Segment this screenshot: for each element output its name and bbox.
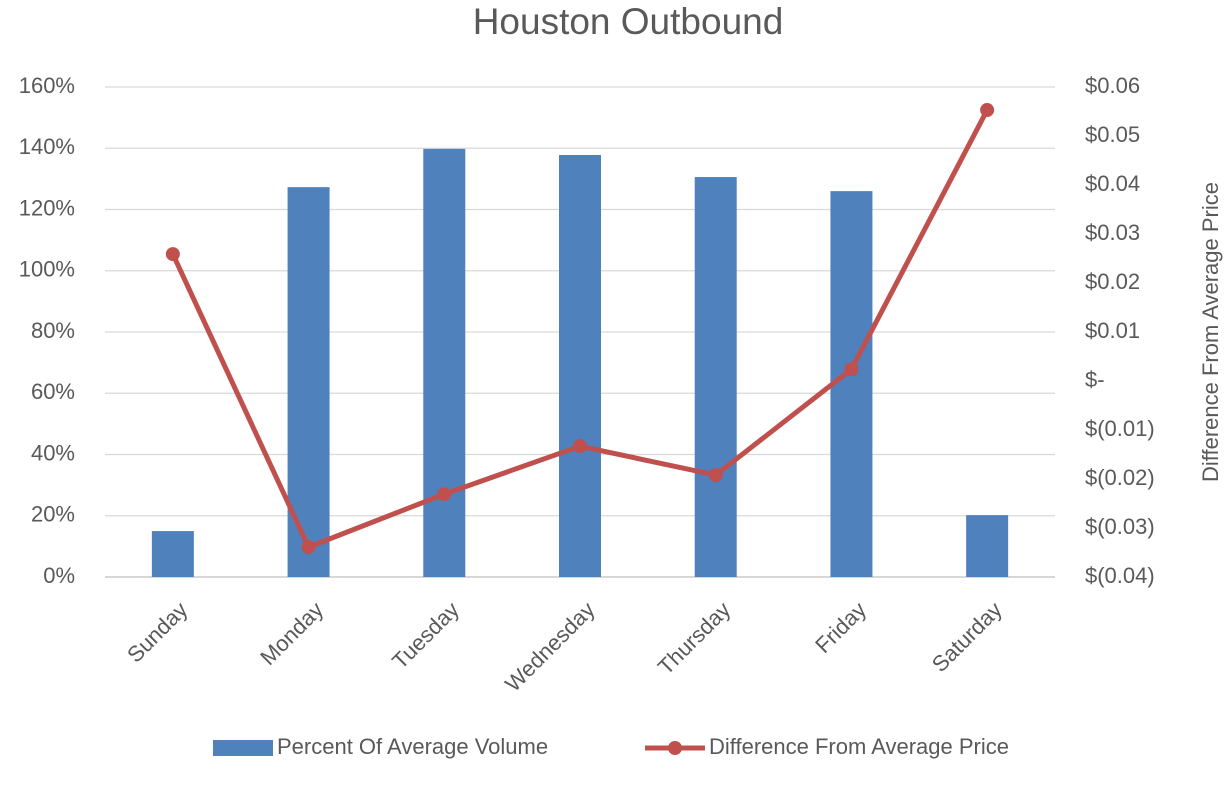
y2-tick-label: $0.03 (1085, 220, 1140, 245)
x-tick-label: Wednesday (500, 597, 600, 697)
bar (559, 154, 601, 578)
y2-axis-title: Difference From Average Price (1198, 182, 1223, 482)
bar (966, 515, 1009, 577)
y2-tick-label: $- (1085, 367, 1105, 392)
line-marker (708, 468, 723, 483)
y2-tick-label: $0.06 (1085, 73, 1140, 98)
x-tick-label: Monday (255, 597, 328, 670)
y-tick-label: 60% (31, 379, 75, 404)
y-tick-label: 100% (19, 257, 75, 282)
legend-swatch (668, 741, 682, 755)
y2-tick-label: $(0.02) (1085, 465, 1155, 490)
y2-tick-label: $(0.03) (1085, 514, 1155, 539)
line-marker (301, 540, 316, 555)
y-tick-label: 140% (19, 134, 75, 159)
y2-tick-label: $0.01 (1085, 318, 1140, 343)
bar (151, 531, 194, 577)
line-marker (980, 103, 995, 118)
line-marker (844, 362, 859, 377)
bar (423, 148, 466, 578)
legend-label: Difference From Average Price (709, 734, 1009, 759)
y2-tick-label: $0.02 (1085, 269, 1140, 294)
x-tick-label: Tuesday (387, 597, 464, 674)
line-marker (165, 247, 180, 262)
x-tick-label: Saturday (927, 597, 1007, 677)
line-marker (573, 439, 587, 454)
y2-tick-label: $(0.01) (1085, 416, 1155, 441)
bar (830, 191, 873, 577)
y-tick-label: 0% (43, 563, 75, 588)
chart-title: Houston Outbound (473, 1, 784, 42)
legend-swatch (213, 740, 273, 756)
line-marker (437, 487, 452, 502)
bar (694, 177, 737, 577)
y-tick-label: 80% (31, 318, 75, 343)
x-tick-label: Friday (810, 597, 871, 658)
y2-tick-label: $0.05 (1085, 122, 1140, 147)
legend-label: Percent Of Average Volume (277, 734, 548, 759)
y-tick-label: 160% (19, 73, 75, 98)
y-tick-label: 20% (31, 502, 75, 527)
y-tick-label: 120% (19, 195, 75, 220)
x-tick-label: Sunday (122, 597, 192, 667)
y2-tick-label: $0.04 (1085, 171, 1140, 196)
x-tick-label: Thursday (653, 597, 736, 680)
y2-tick-label: $(0.04) (1085, 563, 1155, 588)
y-tick-label: 40% (31, 440, 75, 465)
